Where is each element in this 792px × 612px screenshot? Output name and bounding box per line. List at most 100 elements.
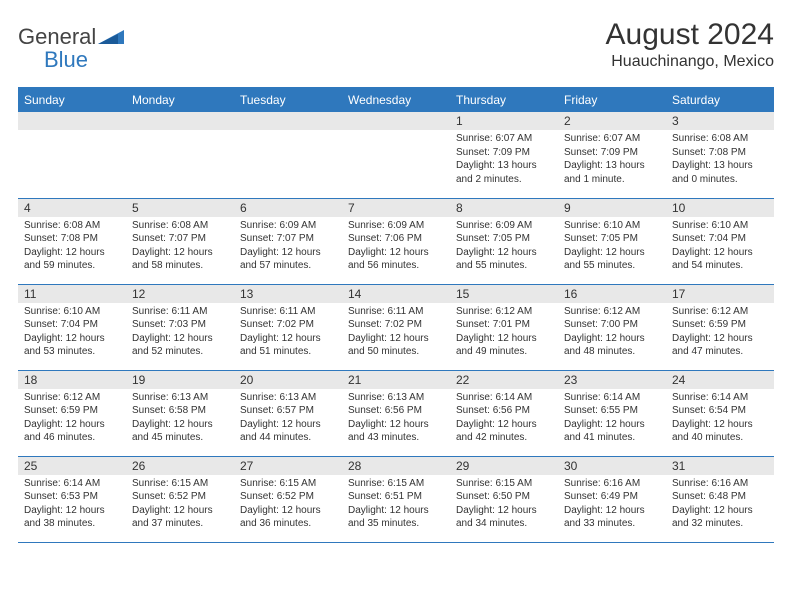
location: Huauchinango, Mexico: [606, 53, 774, 71]
day-details: Sunrise: 6:12 AMSunset: 7:00 PMDaylight:…: [558, 303, 666, 363]
day-details: Sunrise: 6:12 AMSunset: 6:59 PMDaylight:…: [18, 389, 126, 449]
calendar-cell: 13Sunrise: 6:11 AMSunset: 7:02 PMDayligh…: [234, 284, 342, 370]
calendar-cell: 18Sunrise: 6:12 AMSunset: 6:59 PMDayligh…: [18, 370, 126, 456]
calendar-cell: 17Sunrise: 6:12 AMSunset: 6:59 PMDayligh…: [666, 284, 774, 370]
weekday-header: Thursday: [450, 88, 558, 113]
day-number: 26: [126, 457, 234, 475]
day-number: 31: [666, 457, 774, 475]
empty-day: [234, 112, 342, 130]
day-details: Sunrise: 6:14 AMSunset: 6:54 PMDaylight:…: [666, 389, 774, 449]
day-details: Sunrise: 6:07 AMSunset: 7:09 PMDaylight:…: [558, 130, 666, 190]
day-details: Sunrise: 6:07 AMSunset: 7:09 PMDaylight:…: [450, 130, 558, 190]
day-details: Sunrise: 6:16 AMSunset: 6:48 PMDaylight:…: [666, 475, 774, 535]
weekday-header: Saturday: [666, 88, 774, 113]
calendar-row: 11Sunrise: 6:10 AMSunset: 7:04 PMDayligh…: [18, 284, 774, 370]
day-number: 25: [18, 457, 126, 475]
calendar-cell: 24Sunrise: 6:14 AMSunset: 6:54 PMDayligh…: [666, 370, 774, 456]
calendar-cell: 21Sunrise: 6:13 AMSunset: 6:56 PMDayligh…: [342, 370, 450, 456]
calendar-cell: 4Sunrise: 6:08 AMSunset: 7:08 PMDaylight…: [18, 198, 126, 284]
weekday-header: Sunday: [18, 88, 126, 113]
empty-day: [342, 112, 450, 130]
calendar-cell: [234, 112, 342, 198]
day-details: Sunrise: 6:11 AMSunset: 7:03 PMDaylight:…: [126, 303, 234, 363]
day-number: 5: [126, 199, 234, 217]
day-number: 28: [342, 457, 450, 475]
day-details: Sunrise: 6:08 AMSunset: 7:08 PMDaylight:…: [666, 130, 774, 190]
day-details: Sunrise: 6:13 AMSunset: 6:57 PMDaylight:…: [234, 389, 342, 449]
day-details: Sunrise: 6:12 AMSunset: 6:59 PMDaylight:…: [666, 303, 774, 363]
day-number: 21: [342, 371, 450, 389]
title-block: August 2024 Huauchinango, Mexico: [606, 18, 774, 71]
calendar-cell: 11Sunrise: 6:10 AMSunset: 7:04 PMDayligh…: [18, 284, 126, 370]
calendar-cell: [18, 112, 126, 198]
calendar-cell: 25Sunrise: 6:14 AMSunset: 6:53 PMDayligh…: [18, 456, 126, 542]
day-details: Sunrise: 6:15 AMSunset: 6:51 PMDaylight:…: [342, 475, 450, 535]
day-details: Sunrise: 6:10 AMSunset: 7:04 PMDaylight:…: [666, 217, 774, 277]
day-details: Sunrise: 6:13 AMSunset: 6:58 PMDaylight:…: [126, 389, 234, 449]
day-details: Sunrise: 6:13 AMSunset: 6:56 PMDaylight:…: [342, 389, 450, 449]
calendar-table: SundayMondayTuesdayWednesdayThursdayFrid…: [18, 87, 774, 543]
calendar-cell: 26Sunrise: 6:15 AMSunset: 6:52 PMDayligh…: [126, 456, 234, 542]
day-number: 30: [558, 457, 666, 475]
day-number: 10: [666, 199, 774, 217]
calendar-cell: 10Sunrise: 6:10 AMSunset: 7:04 PMDayligh…: [666, 198, 774, 284]
day-number: 1: [450, 112, 558, 130]
calendar-cell: 31Sunrise: 6:16 AMSunset: 6:48 PMDayligh…: [666, 456, 774, 542]
month-title: August 2024: [606, 18, 774, 51]
day-number: 2: [558, 112, 666, 130]
calendar-cell: [342, 112, 450, 198]
day-details: Sunrise: 6:14 AMSunset: 6:53 PMDaylight:…: [18, 475, 126, 535]
calendar-cell: 14Sunrise: 6:11 AMSunset: 7:02 PMDayligh…: [342, 284, 450, 370]
day-details: Sunrise: 6:09 AMSunset: 7:06 PMDaylight:…: [342, 217, 450, 277]
calendar-cell: 23Sunrise: 6:14 AMSunset: 6:55 PMDayligh…: [558, 370, 666, 456]
calendar-cell: 12Sunrise: 6:11 AMSunset: 7:03 PMDayligh…: [126, 284, 234, 370]
calendar-cell: 1Sunrise: 6:07 AMSunset: 7:09 PMDaylight…: [450, 112, 558, 198]
day-details: Sunrise: 6:14 AMSunset: 6:56 PMDaylight:…: [450, 389, 558, 449]
day-details: Sunrise: 6:15 AMSunset: 6:52 PMDaylight:…: [234, 475, 342, 535]
day-number: 17: [666, 285, 774, 303]
calendar-cell: 8Sunrise: 6:09 AMSunset: 7:05 PMDaylight…: [450, 198, 558, 284]
calendar-cell: 6Sunrise: 6:09 AMSunset: 7:07 PMDaylight…: [234, 198, 342, 284]
day-number: 11: [18, 285, 126, 303]
day-number: 18: [18, 371, 126, 389]
day-details: Sunrise: 6:11 AMSunset: 7:02 PMDaylight:…: [234, 303, 342, 363]
day-number: 6: [234, 199, 342, 217]
weekday-header: Friday: [558, 88, 666, 113]
calendar-cell: 7Sunrise: 6:09 AMSunset: 7:06 PMDaylight…: [342, 198, 450, 284]
calendar-cell: 19Sunrise: 6:13 AMSunset: 6:58 PMDayligh…: [126, 370, 234, 456]
day-number: 4: [18, 199, 126, 217]
day-number: 23: [558, 371, 666, 389]
day-number: 29: [450, 457, 558, 475]
calendar-cell: 5Sunrise: 6:08 AMSunset: 7:07 PMDaylight…: [126, 198, 234, 284]
day-details: Sunrise: 6:16 AMSunset: 6:49 PMDaylight:…: [558, 475, 666, 535]
empty-day: [126, 112, 234, 130]
day-number: 27: [234, 457, 342, 475]
day-details: Sunrise: 6:15 AMSunset: 6:52 PMDaylight:…: [126, 475, 234, 535]
calendar-row: 25Sunrise: 6:14 AMSunset: 6:53 PMDayligh…: [18, 456, 774, 542]
calendar-cell: 30Sunrise: 6:16 AMSunset: 6:49 PMDayligh…: [558, 456, 666, 542]
day-number: 7: [342, 199, 450, 217]
day-number: 3: [666, 112, 774, 130]
day-number: 16: [558, 285, 666, 303]
calendar-row: 1Sunrise: 6:07 AMSunset: 7:09 PMDaylight…: [18, 112, 774, 198]
logo-text-blue: Blue: [44, 47, 88, 73]
calendar-cell: [126, 112, 234, 198]
calendar-cell: 22Sunrise: 6:14 AMSunset: 6:56 PMDayligh…: [450, 370, 558, 456]
day-number: 20: [234, 371, 342, 389]
day-number: 12: [126, 285, 234, 303]
calendar-cell: 27Sunrise: 6:15 AMSunset: 6:52 PMDayligh…: [234, 456, 342, 542]
day-details: Sunrise: 6:09 AMSunset: 7:07 PMDaylight:…: [234, 217, 342, 277]
day-details: Sunrise: 6:09 AMSunset: 7:05 PMDaylight:…: [450, 217, 558, 277]
day-details: Sunrise: 6:10 AMSunset: 7:04 PMDaylight:…: [18, 303, 126, 363]
day-number: 9: [558, 199, 666, 217]
day-details: Sunrise: 6:14 AMSunset: 6:55 PMDaylight:…: [558, 389, 666, 449]
calendar-cell: 15Sunrise: 6:12 AMSunset: 7:01 PMDayligh…: [450, 284, 558, 370]
calendar-cell: 28Sunrise: 6:15 AMSunset: 6:51 PMDayligh…: [342, 456, 450, 542]
day-details: Sunrise: 6:11 AMSunset: 7:02 PMDaylight:…: [342, 303, 450, 363]
day-number: 14: [342, 285, 450, 303]
empty-day: [18, 112, 126, 130]
day-details: Sunrise: 6:12 AMSunset: 7:01 PMDaylight:…: [450, 303, 558, 363]
weekday-header: Monday: [126, 88, 234, 113]
weekday-header: Wednesday: [342, 88, 450, 113]
calendar-row: 18Sunrise: 6:12 AMSunset: 6:59 PMDayligh…: [18, 370, 774, 456]
